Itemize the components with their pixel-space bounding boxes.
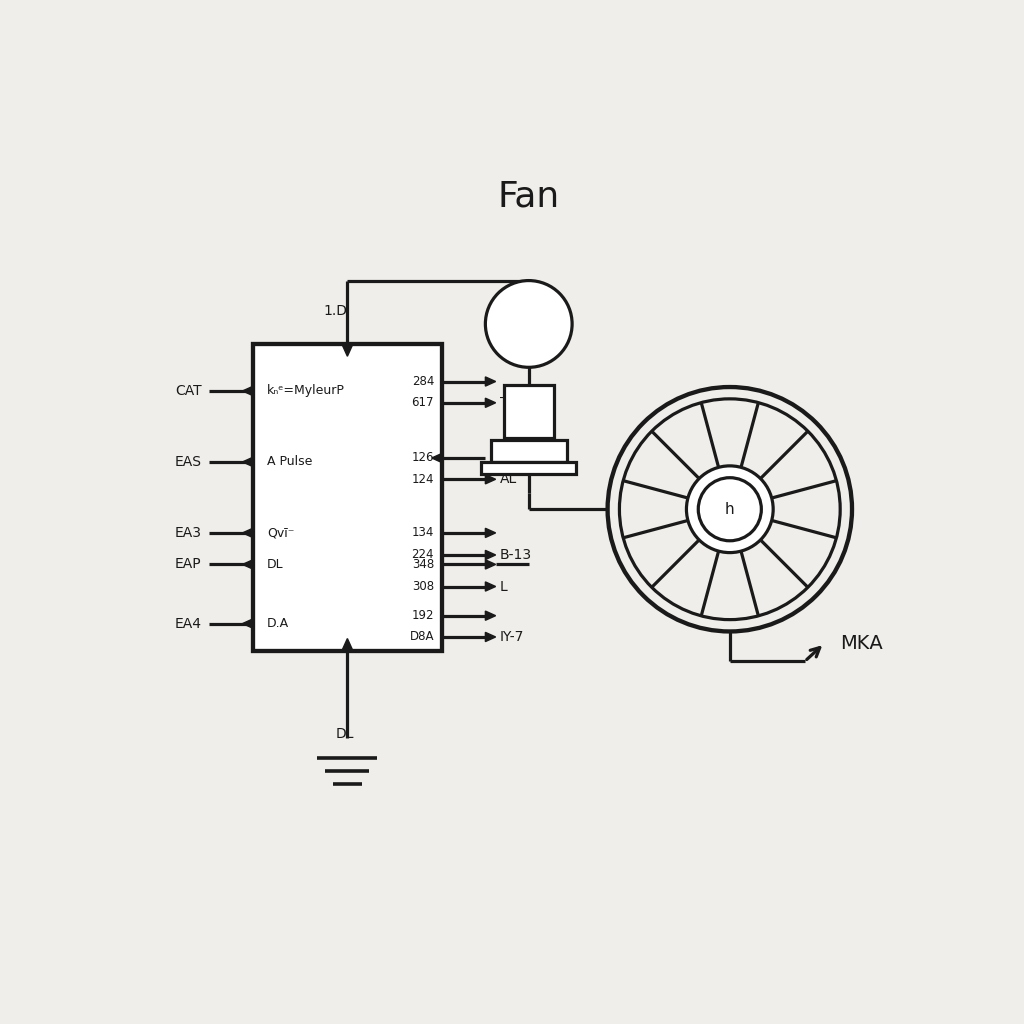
Text: CAT: CAT xyxy=(175,384,202,398)
Polygon shape xyxy=(432,454,442,463)
Polygon shape xyxy=(485,475,496,484)
Text: T=34: T=34 xyxy=(500,396,538,410)
Polygon shape xyxy=(243,560,253,569)
Polygon shape xyxy=(485,611,496,621)
Text: MΚA: MΚA xyxy=(840,634,883,652)
Text: 284: 284 xyxy=(412,375,434,388)
Text: IY-7: IY-7 xyxy=(500,630,524,644)
Text: 1.D: 1.D xyxy=(324,303,348,317)
Text: 124: 124 xyxy=(412,473,434,485)
Polygon shape xyxy=(243,458,253,467)
Text: L: L xyxy=(500,580,507,594)
Polygon shape xyxy=(243,386,253,395)
Polygon shape xyxy=(485,550,496,559)
Polygon shape xyxy=(243,528,253,538)
Polygon shape xyxy=(342,344,353,356)
Text: 308: 308 xyxy=(412,580,434,593)
Text: D.A: D.A xyxy=(267,617,289,630)
Text: EA3: EA3 xyxy=(174,526,202,540)
Bar xyxy=(481,462,577,474)
Polygon shape xyxy=(342,639,353,651)
Circle shape xyxy=(620,399,841,620)
Text: 224: 224 xyxy=(412,549,434,561)
Bar xyxy=(253,344,442,651)
Text: DL: DL xyxy=(267,558,284,571)
Text: A Pulse: A Pulse xyxy=(267,456,312,468)
Circle shape xyxy=(485,281,572,368)
Text: EA4: EA4 xyxy=(174,616,202,631)
Text: D8A: D8A xyxy=(410,631,434,643)
Text: 348: 348 xyxy=(412,558,434,571)
Circle shape xyxy=(686,466,773,553)
Circle shape xyxy=(607,387,852,632)
Bar xyxy=(504,385,554,438)
Text: Qvī⁻: Qvī⁻ xyxy=(267,526,294,540)
Polygon shape xyxy=(485,528,496,538)
Text: 134: 134 xyxy=(412,526,434,540)
Circle shape xyxy=(698,477,762,541)
Text: 617: 617 xyxy=(412,396,434,410)
Polygon shape xyxy=(485,377,496,386)
Text: Fan: Fan xyxy=(498,179,560,214)
Polygon shape xyxy=(485,398,496,408)
Text: kₙᵉ=MyleurP: kₙᵉ=MyleurP xyxy=(267,384,345,397)
Text: 192: 192 xyxy=(412,609,434,623)
Text: EAP: EAP xyxy=(175,557,202,571)
Polygon shape xyxy=(485,560,496,569)
Text: h: h xyxy=(725,502,734,517)
Bar xyxy=(490,440,566,462)
Text: EAS: EAS xyxy=(174,455,202,469)
Text: AL: AL xyxy=(500,472,517,486)
Polygon shape xyxy=(243,618,253,628)
Text: B-13: B-13 xyxy=(500,548,531,562)
Polygon shape xyxy=(485,633,496,642)
Text: DL: DL xyxy=(336,727,354,741)
Polygon shape xyxy=(485,582,496,591)
Text: 126: 126 xyxy=(412,452,434,465)
